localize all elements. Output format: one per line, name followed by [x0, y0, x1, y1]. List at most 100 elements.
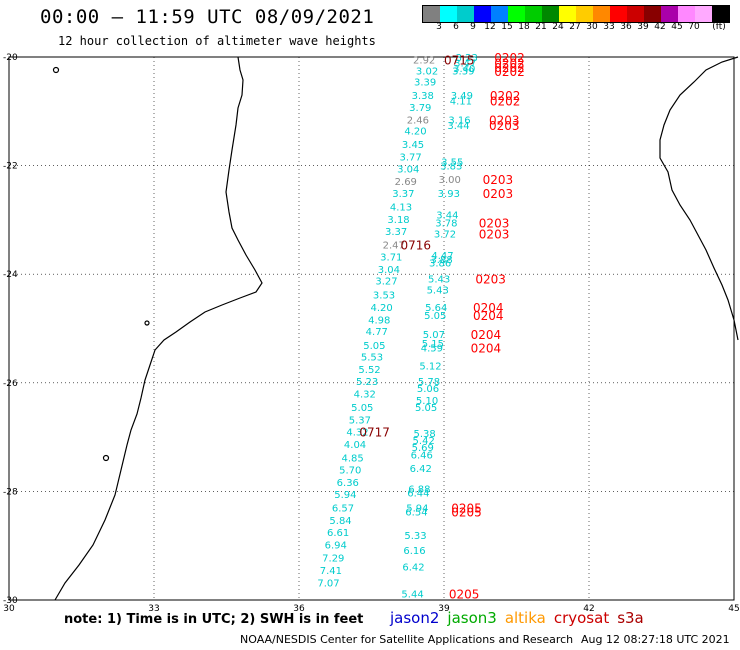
wave-height-value: 3.37: [392, 189, 414, 200]
wave-height-value: 3.39: [452, 67, 474, 78]
wave-height-value: 4.13: [390, 202, 412, 213]
map-title: 00:00 – 11:59 UTC 08/09/2021: [40, 6, 375, 28]
latitude-tick-label: -24: [3, 270, 18, 280]
wave-height-value: 3.88: [430, 255, 452, 266]
pass-time-label: 0203: [479, 217, 510, 231]
wave-height-value: 5.05: [351, 403, 373, 414]
legend-swatch: [474, 6, 491, 22]
wave-height-value: 3.93: [438, 189, 460, 200]
longitude-tick-label: 45: [728, 604, 739, 614]
pass-time-label: 0715: [444, 54, 475, 68]
pass-time-label: 0203: [483, 187, 514, 201]
units-note: note: 1) Time is in UTC; 2) SWH is in fe…: [64, 612, 364, 627]
legend-label: 36: [620, 22, 632, 32]
wave-height-value: 3.83: [440, 162, 462, 173]
wave-height-value: 6.42: [402, 562, 424, 573]
wave-height-value: 5.69: [412, 443, 434, 454]
pass-time-label: 0203: [483, 173, 514, 187]
generated-timestamp: Aug 12 08:27:18 UTC 2021: [581, 633, 730, 646]
pass-time-label: 0204: [473, 301, 504, 315]
wave-height-value: 2.69: [395, 177, 417, 188]
legend-swatch: [559, 6, 576, 22]
wave-height-value: 3.71: [380, 252, 402, 263]
wave-height-value: 4.20: [371, 303, 393, 314]
satellite-legend: jason2 jason3 altika cryosat s3a: [390, 609, 652, 627]
wave-height-value: 3.77: [400, 152, 422, 163]
wave-height-value: 3.47: [454, 58, 476, 69]
pass-time-label: 0203: [475, 273, 506, 287]
longitude-tick-labels: 30 33 36 39 42 45: [3, 604, 739, 614]
legend-label: 18: [518, 22, 530, 32]
legend-swatch: [627, 6, 644, 22]
legend-swatch: [491, 6, 508, 22]
latitude-tick-label: -30: [3, 596, 18, 606]
pass-time-label: 0203: [479, 227, 510, 241]
satellite-label: jason2: [390, 609, 440, 627]
wave-height-value: 6.46: [411, 450, 433, 461]
wave-height-value: 3.00: [439, 175, 461, 186]
legend-label: 3: [436, 22, 442, 32]
legend-swatch: [610, 6, 627, 22]
legend-label: 9: [470, 22, 476, 32]
wave-height-value: 3.79: [409, 103, 431, 114]
wave-height-value: 3.04: [378, 265, 400, 276]
wave-height-value: 6.94: [325, 541, 347, 552]
wave-height-value: 6.42: [410, 464, 432, 475]
legend-label: 39: [637, 22, 649, 32]
wave-height-value: 4.47: [431, 251, 453, 262]
wave-height-value: 7.07: [317, 579, 339, 590]
pass-time-label: 0205: [451, 502, 482, 516]
pass-time-label: 0202: [494, 65, 525, 79]
wave-height-value: 3.78: [435, 219, 457, 230]
wave-height-value: 3.55: [441, 157, 463, 168]
wave-height-value: 4.32: [346, 428, 368, 439]
wave-height-value: 6.61: [327, 528, 349, 539]
wave-height-value: 6.57: [332, 504, 354, 515]
pass-time-label: 0205: [449, 587, 480, 601]
wave-height-value: 3.18: [387, 215, 409, 226]
pass-time-label: 0202: [490, 94, 521, 108]
wave-height-value: 7.41: [320, 566, 342, 577]
wave-height-value: 5.10: [416, 396, 438, 407]
longitude-tick-label: 30: [3, 604, 15, 614]
legend-swatch: [525, 6, 542, 22]
wave-height-value: 5.12: [419, 361, 441, 372]
wave-height-value: 4.59: [421, 344, 443, 355]
pass-time-labels: 0715071607170202020202020202020202020203…: [359, 51, 524, 601]
map-frame: [8, 56, 735, 601]
wave-height-value: 6.16: [403, 546, 425, 557]
wave-height-value: 6.44: [407, 488, 429, 499]
wave-height-value: 5.42: [413, 436, 435, 447]
legend-swatch: [593, 6, 610, 22]
wave-height-value: 3.44: [447, 121, 469, 132]
wave-height-value: 3.86: [429, 258, 451, 269]
wave-height-value: 3.37: [385, 227, 407, 238]
legend-label: (ft): [712, 22, 726, 32]
longitude-tick-label: 39: [438, 604, 450, 614]
pass-time-label: 0717: [359, 426, 390, 440]
wave-height-value: 2.47: [383, 240, 405, 251]
wave-height-value: 5.23: [356, 377, 378, 388]
legend-swatch: [712, 6, 729, 22]
wave-height-value: 5.43: [428, 275, 450, 286]
pass-time-label: 0203: [489, 119, 520, 133]
wave-height-value: 3.40: [453, 64, 475, 75]
wave-height-value: 2.46: [407, 115, 429, 126]
credit-line: NOAA/NESDIS Center for Satellite Applica…: [240, 633, 574, 646]
latitude-tick-label: -20: [3, 53, 18, 63]
wave-height-value: 5.52: [358, 365, 380, 376]
latitude-tick-label: -26: [3, 379, 18, 389]
wave-height-value: 3.44: [436, 210, 458, 221]
latitude-tick-label: -22: [3, 162, 18, 172]
wave-height-value: 3.49: [451, 91, 473, 102]
legend-label: 30: [586, 22, 598, 32]
legend-label: 12: [484, 22, 496, 32]
longitude-tick-label: 33: [148, 604, 159, 614]
wave-height-value: 5.78: [418, 377, 440, 388]
wave-height-value: 3.53: [373, 290, 395, 301]
wave-height-value: 3.02: [416, 67, 438, 78]
longitude-tick-label: 42: [583, 604, 594, 614]
legend-swatch: [440, 6, 457, 22]
wave-height-value: 5.44: [401, 589, 423, 600]
